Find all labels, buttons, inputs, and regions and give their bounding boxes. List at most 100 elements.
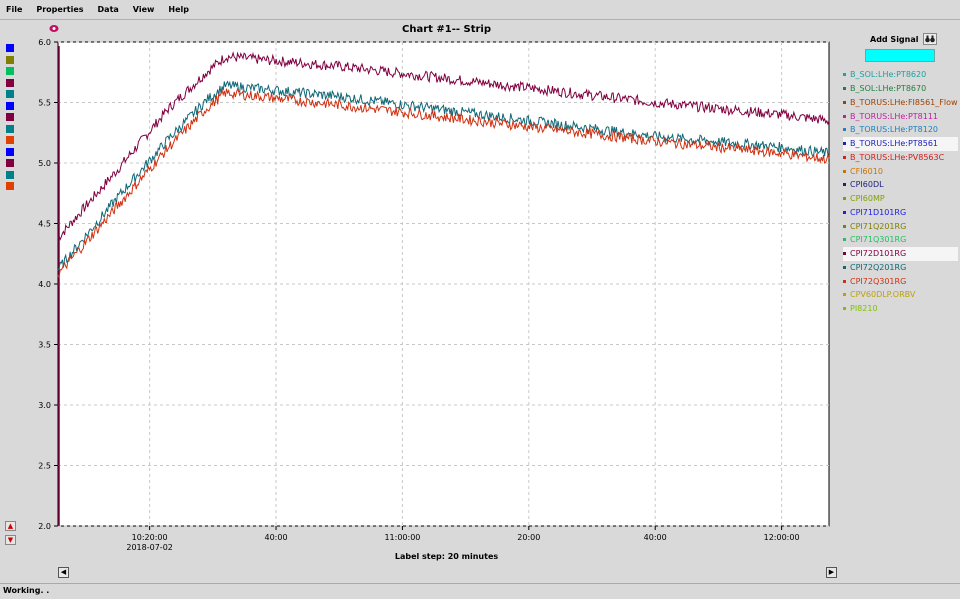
legend-item[interactable]: B_SOL:LHe:PT8620 <box>843 68 958 82</box>
series-swatch[interactable] <box>6 147 14 156</box>
legend-marker-icon <box>843 128 846 132</box>
series-swatch[interactable] <box>6 44 14 52</box>
legend-item[interactable]: B_TORUS:LHe:PT8561 <box>843 136 958 151</box>
legend-marker-icon <box>843 210 846 214</box>
legend-marker-icon <box>843 224 846 228</box>
series-swatch[interactable] <box>6 136 14 144</box>
y-tick-label: 3.0 <box>38 401 51 410</box>
series-swatch[interactable] <box>6 67 14 75</box>
legend-item[interactable]: CPI72Q301RG <box>843 274 958 288</box>
x-tick-label: 10:20:00 <box>132 533 168 542</box>
zoom-in-arrow-icon[interactable]: ▲ <box>5 521 16 531</box>
legend-label: CPI60DL <box>850 180 884 190</box>
menu-view[interactable]: View <box>132 5 155 14</box>
menubar: File Properties Data View Help <box>0 0 960 20</box>
legend-label: B_TORUS:LHe:PV8563C <box>850 152 945 162</box>
legend-marker-icon <box>843 265 846 269</box>
legend-item[interactable]: CPI60DL <box>843 178 958 192</box>
status-bar: Working. . <box>0 583 960 599</box>
scroll-right-icon[interactable]: ▶ <box>826 567 837 578</box>
y-tick-label: 3.5 <box>38 341 51 350</box>
series-swatch[interactable] <box>6 124 14 133</box>
legend-label: B_TORUS:LHe:FI8561_Flow <box>850 97 958 107</box>
legend-label: CPI72Q301RG <box>850 276 907 286</box>
series-swatch[interactable] <box>6 101 14 110</box>
series-swatch[interactable] <box>6 159 14 167</box>
legend-marker-icon <box>843 100 846 104</box>
legend-marker-icon <box>843 307 846 311</box>
legend-item[interactable]: CPI71Q201RG <box>843 219 958 233</box>
x-tick-label: 40:00 <box>264 533 287 542</box>
legend-marker-icon <box>843 142 846 146</box>
series-color-swatches <box>6 44 14 194</box>
legend-item[interactable]: CPI60MP <box>843 192 958 206</box>
x-tick-label: 40:00 <box>644 533 667 542</box>
series-swatch[interactable] <box>6 170 14 179</box>
legend-marker-icon <box>843 169 846 173</box>
menu-properties[interactable]: Properties <box>36 5 84 14</box>
add-signal-label: Add Signal <box>870 34 919 44</box>
label-step: Label step: 20 minutes <box>394 552 499 561</box>
signal-legend: B_SOL:LHe:PT8620 B_SOL:LHe:PT8670 B_TORUS:… <box>843 68 958 316</box>
series-line-cpi72d101rg <box>57 51 830 241</box>
legend-label: B_TORUS:LHe:PT8111 <box>850 111 939 121</box>
legend-label: PI8210 <box>850 304 878 314</box>
legend-label: B_TORUS:LHe:PT8120 <box>850 125 939 135</box>
legend-marker-icon <box>843 114 846 118</box>
scroll-left-icon[interactable]: ◀ <box>58 567 69 578</box>
x-tick-label: 11:00:00 <box>384 533 420 542</box>
series-swatch[interactable] <box>6 55 14 64</box>
legend-item[interactable]: PI8210 <box>843 302 958 316</box>
legend-item[interactable]: B_TORUS:LHe:PT8120 <box>843 123 958 137</box>
y-tick-label: 5.0 <box>38 159 51 168</box>
legend-item[interactable]: CPI72Q201RG <box>843 261 958 275</box>
legend-marker-icon <box>843 87 846 91</box>
zoom-out-arrow-icon[interactable]: ▼ <box>5 535 16 545</box>
legend-label: CPI72D101RG <box>850 249 907 259</box>
legend-item[interactable]: B_TORUS:LHe:PT8111 <box>843 109 958 123</box>
legend-marker-icon <box>843 73 846 77</box>
legend-item[interactable]: B_TORUS:LHe:FI8561_Flow <box>843 96 958 110</box>
legend-marker-icon <box>843 197 846 201</box>
series-swatch[interactable] <box>6 90 14 98</box>
legend-label: CPI72Q201RG <box>850 262 907 272</box>
chart-options-icon[interactable] <box>49 24 59 33</box>
legend-item[interactable]: CPI72D101RG <box>843 246 958 261</box>
legend-label: CFI6010 <box>850 166 883 176</box>
menu-help[interactable]: Help <box>168 5 189 14</box>
add-signal-row: Add Signal <box>870 33 937 45</box>
plot-area: 2.0 2.5 3.0 3.5 4.0 4.5 5.0 5.5 6.0 10:20:00 2018-… <box>0 36 835 566</box>
legend-item[interactable]: B_TORUS:LHe:PV8563C <box>843 151 958 165</box>
binoculars-icon[interactable] <box>922 33 937 45</box>
legend-label: CPI71D101RG <box>850 207 907 217</box>
legend-marker-icon <box>843 252 846 256</box>
y-tick-label: 6.0 <box>38 38 51 47</box>
y-tick-label: 5.5 <box>38 99 51 108</box>
legend-item[interactable]: CPI71Q301RG <box>843 233 958 247</box>
y-tick-label: 4.0 <box>38 280 51 289</box>
menu-data[interactable]: Data <box>97 5 119 14</box>
chart-title: Chart #1-- Strip <box>401 24 492 35</box>
y-tick-label: 2.0 <box>38 522 51 531</box>
series-swatch[interactable] <box>6 78 14 87</box>
legend-label: CPV60DLP.ORBV <box>850 290 916 300</box>
series-line-cpi72q201rg <box>57 80 830 271</box>
series-line-cpi72q301rg <box>57 87 830 280</box>
legend-marker-icon <box>843 183 846 187</box>
legend-item[interactable]: CPV60DLP.ORBV <box>843 288 958 302</box>
strip-chart: 2.0 2.5 3.0 3.5 4.0 4.5 5.0 5.5 6.0 10:20:002018-… <box>38 38 830 552</box>
signal-search-input[interactable] <box>865 49 935 62</box>
legend-item[interactable]: B_SOL:LHe:PT8670 <box>843 82 958 96</box>
series-swatch[interactable] <box>6 113 14 121</box>
x-tick-label: 20:00 <box>517 533 540 542</box>
x-tick-label: 12:00:00 <box>764 533 800 542</box>
menu-file[interactable]: File <box>6 5 23 14</box>
legend-marker-icon <box>843 238 846 242</box>
series-swatch[interactable] <box>6 182 14 190</box>
y-tick-label: 4.5 <box>38 220 51 229</box>
legend-marker-icon <box>843 279 846 283</box>
legend-item[interactable]: CFI6010 <box>843 164 958 178</box>
legend-label: B_TORUS:LHe:PT8561 <box>850 139 939 149</box>
legend-item[interactable]: CPI71D101RG <box>843 206 958 220</box>
